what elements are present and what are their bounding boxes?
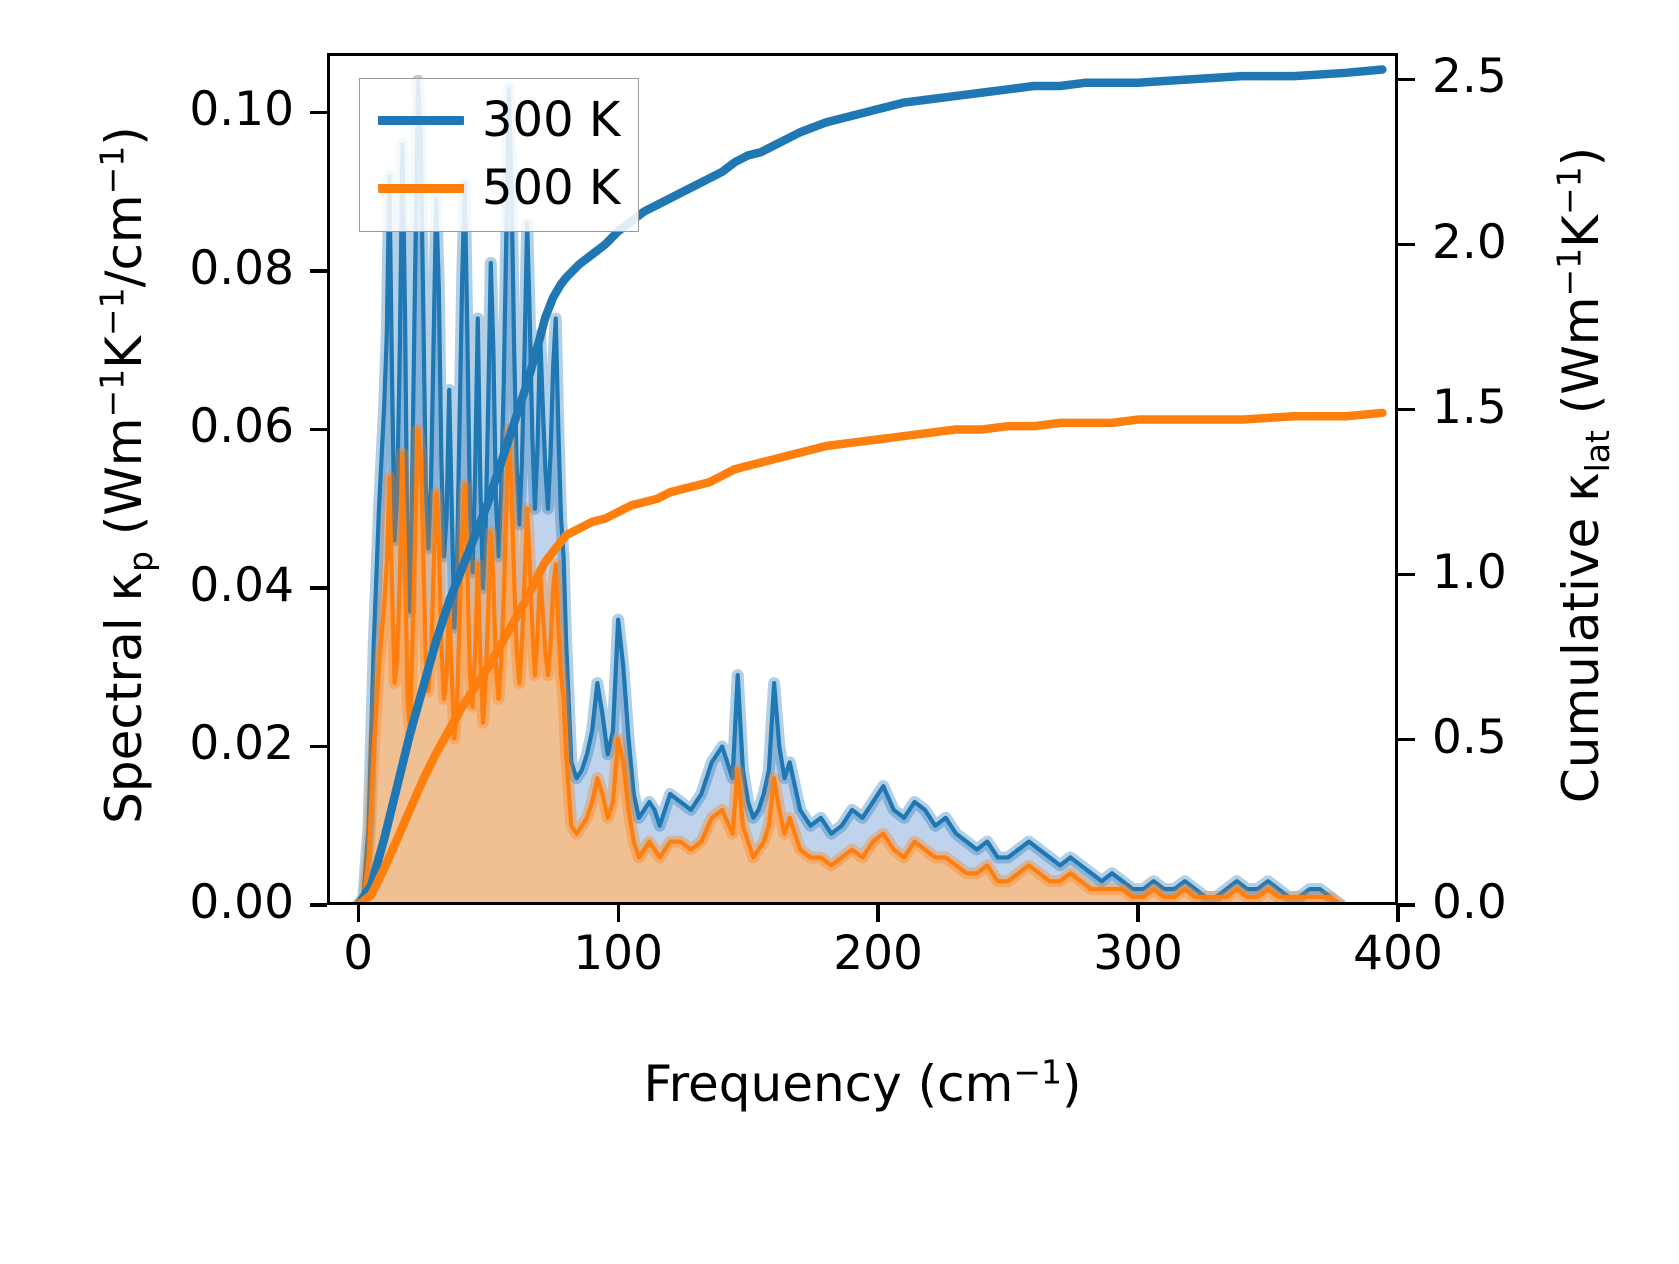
legend-item-300-k[interactable]: 300 K: [378, 89, 620, 151]
x-ticklabel-3: 300: [1093, 926, 1183, 981]
ylabel-right-sup1: −1: [1549, 247, 1589, 297]
ylabel-left-e: ): [95, 126, 153, 146]
y-tick-right-3: [1398, 408, 1415, 412]
y-ticklabel-left-3: 0.06: [189, 399, 294, 455]
y-tick-left-0: [310, 903, 327, 907]
xlabel-text: Frequency (cm: [643, 1055, 1014, 1113]
ylabel-left-b: (Wm: [95, 417, 153, 552]
xlabel-tail: ): [1062, 1055, 1082, 1113]
y-tick-right-1: [1398, 738, 1415, 742]
y-tick-right-5: [1398, 77, 1415, 81]
x-tick-2: [876, 905, 880, 922]
ylabel-left-a: Spectral κ: [95, 572, 153, 824]
ylabel-right-b: (Wm: [1552, 296, 1610, 431]
x-tick-4: [1396, 905, 1400, 922]
plot-canvas: [327, 53, 1398, 905]
y-ticklabel-left-5: 0.10: [189, 82, 294, 138]
ylabel-left-d: /cm: [95, 194, 153, 288]
ylabel-right-a: Cumulative κ: [1552, 472, 1610, 804]
ylabel-left-sup3: −1: [92, 145, 132, 195]
y-tick-left-3: [310, 427, 327, 432]
y-axis-right-title: Cumulative κlat (Wm−1K−1): [1549, 45, 1617, 905]
y-tick-right-4: [1398, 242, 1415, 247]
x-tick-1: [616, 905, 620, 922]
y-ticklabel-left-0: 0.00: [189, 875, 294, 930]
ylabel-right-d: ): [1552, 146, 1610, 167]
y-tick-right-0: [1398, 903, 1415, 907]
x-tick-0: [356, 905, 360, 922]
axes-frame: [327, 53, 1398, 905]
spectral-fill-500K: [358, 429, 1341, 905]
x-ticklabel-1: 100: [573, 926, 663, 981]
legend-label: 500 K: [482, 160, 621, 216]
y-ticklabel-right-1: 0.5: [1432, 709, 1507, 765]
legend-item-500-k[interactable]: 500 K: [378, 157, 620, 219]
ylabel-left-sup2: −1: [92, 287, 132, 337]
spectral-line-300K: [356, 78, 1343, 905]
xlabel-sup: −1: [1013, 1052, 1063, 1092]
y-tick-right-2: [1398, 573, 1415, 577]
chart-svg: [352, 65, 1387, 905]
x-ticklabel-4: 400: [1353, 926, 1443, 981]
y-ticklabel-left-1: 0.02: [189, 716, 294, 772]
legend-swatch-icon: [378, 115, 464, 125]
y-ticklabel-right-5: 2.5: [1432, 49, 1507, 105]
y-ticklabel-right-3: 1.5: [1432, 379, 1507, 435]
x-ticklabel-0: 0: [343, 926, 374, 981]
y-ticklabel-left-4: 0.08: [189, 240, 294, 296]
ylabel-left-sup1: −1: [92, 368, 132, 418]
cumulative-line-300Kcumulative: [353, 65, 1387, 905]
y-tick-left-2: [310, 586, 327, 590]
legend-label: 300 K: [482, 92, 621, 148]
ylabel-left-c: K: [95, 336, 153, 369]
legend: 300 K 500 K: [359, 78, 640, 232]
ylabel-right-c: K: [1552, 215, 1610, 248]
y-tick-left-5: [310, 110, 327, 115]
y-tick-left-4: [310, 269, 327, 273]
y-ticklabel-right-4: 2.0: [1432, 214, 1507, 270]
y-ticklabel-right-2: 1.0: [1432, 544, 1507, 600]
y-axis-left-title: Spectral κp (Wm−1K−1/cm−1): [92, 45, 160, 905]
x-tick-3: [1136, 905, 1140, 922]
legend-swatch-icon: [378, 183, 464, 193]
x-ticklabel-2: 200: [833, 926, 923, 981]
cumulative-line-500Kcumulative: [353, 408, 1387, 905]
x-axis-title: Frequency (cm−1): [327, 1055, 1398, 1113]
ylabel-left-sub-p: p: [121, 551, 160, 573]
y-ticklabel-left-2: 0.04: [189, 557, 294, 613]
y-ticklabel-right-0: 0.0: [1432, 875, 1507, 930]
y-tick-left-1: [310, 744, 327, 749]
ylabel-right-sub-lat: lat: [1578, 430, 1617, 473]
spectral-line-500K: [356, 427, 1343, 905]
ylabel-right-sup2: −1: [1549, 166, 1589, 216]
